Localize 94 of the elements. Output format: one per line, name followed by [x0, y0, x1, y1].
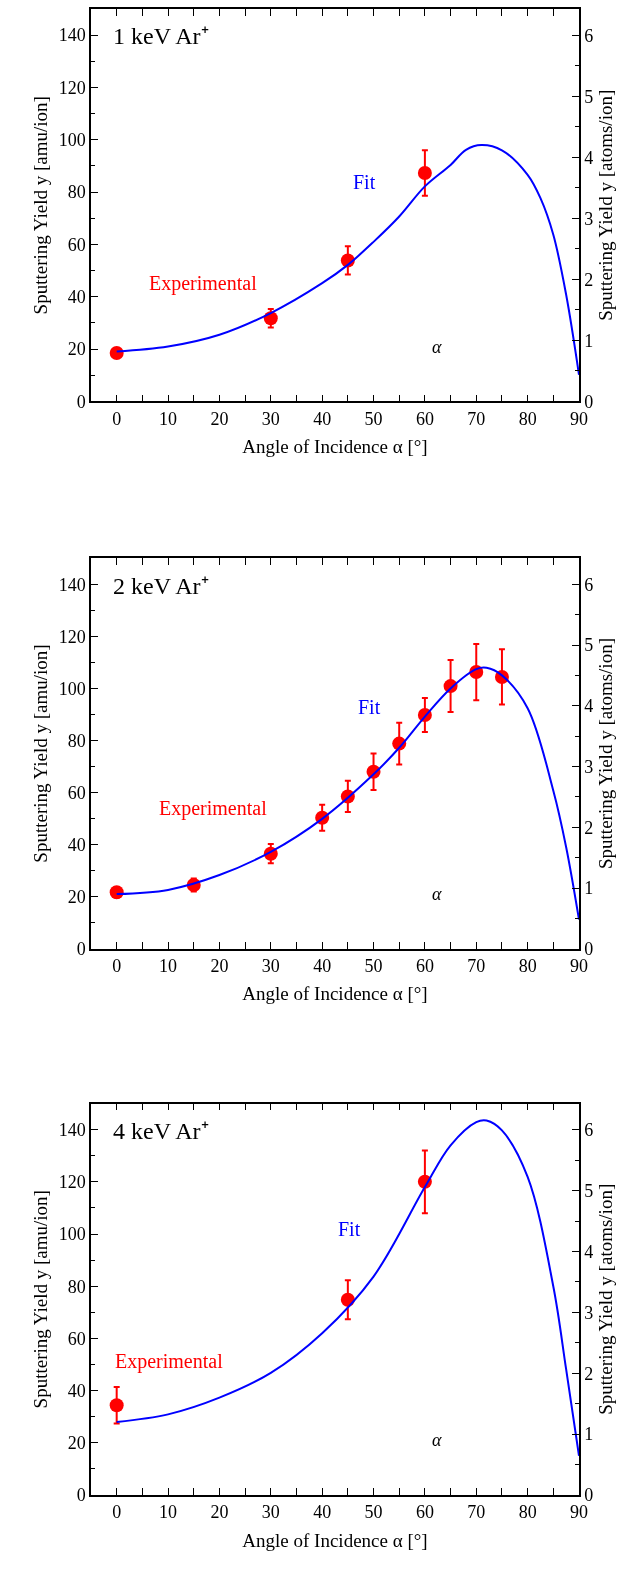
x-tick-label: 10 — [159, 408, 178, 429]
point — [109, 1398, 124, 1413]
y-tick-label: 40 — [67, 1380, 86, 1401]
y2-tick-label: 2 — [584, 269, 594, 290]
y2-tick-label: 6 — [584, 25, 594, 46]
x-tick-label: 80 — [518, 956, 537, 977]
point — [417, 166, 432, 181]
series-label: Experimental — [159, 797, 268, 820]
annotation: α — [432, 884, 442, 904]
y2-tick-label: 4 — [584, 696, 594, 717]
y2-axis-title: Sputtering Yield y [atoms/ion] — [594, 1183, 616, 1415]
y-tick-label: 60 — [67, 1328, 86, 1349]
x-tick-label: 70 — [467, 956, 486, 977]
y-tick-label: 40 — [67, 287, 86, 308]
y2-tick-label: 5 — [584, 1180, 594, 1201]
y2-tick-label: 2 — [584, 1363, 594, 1384]
y2-axis-title: Sputtering Yield y [atoms/ion] — [594, 638, 616, 869]
x-tick-label: 40 — [313, 1502, 332, 1523]
y2-tick-label: 3 — [584, 208, 594, 229]
x-tick-label: 20 — [210, 956, 229, 977]
y-tick-label: 100 — [58, 1224, 86, 1245]
x-tick-label: 50 — [364, 1502, 383, 1523]
x-tick-label: 0 — [112, 1502, 122, 1523]
y2-tick-label: 1 — [584, 1424, 594, 1445]
series-label: Fit — [353, 171, 376, 193]
x-tick-label: 60 — [415, 1502, 434, 1523]
y-tick-label: 20 — [67, 339, 86, 360]
text: 4 keV Ar⁺ — [113, 1118, 209, 1144]
y2-tick-label: 4 — [584, 1241, 594, 1262]
x-tick-label: 10 — [159, 1502, 178, 1523]
y2-tick-label: 1 — [584, 330, 594, 351]
x-tick-label: 20 — [210, 408, 229, 429]
y2-tick-label: 5 — [584, 86, 594, 107]
y-axis-title: Sputtering Yield y [amu/ion] — [30, 96, 51, 315]
y-tick-label: 40 — [67, 834, 86, 855]
line-series — [115, 1119, 579, 1457]
y-tick-label: 20 — [67, 886, 86, 907]
y-tick-label: 60 — [67, 782, 86, 803]
x-tick-label: 30 — [261, 956, 280, 977]
text: 1 keV Ar⁺ — [113, 23, 209, 49]
y-tick-label: 80 — [67, 1276, 86, 1297]
x-tick-label: 30 — [261, 1502, 280, 1523]
x-axis-title: Angle of Incidence α [°] — [242, 436, 428, 458]
x-tick-label: 60 — [415, 956, 434, 977]
y-tick-label: 80 — [67, 730, 86, 751]
y2-axis-title: Sputtering Yield y [atoms/ion] — [594, 89, 616, 321]
y-tick-label: 140 — [58, 1119, 86, 1140]
x-tick-label: 0 — [112, 408, 122, 429]
x-tick-label: 20 — [210, 1502, 229, 1523]
x-tick-label: 30 — [261, 408, 280, 429]
y-tick-label: 20 — [67, 1433, 86, 1454]
y2-tick-label: 3 — [584, 756, 594, 777]
x-tick-label: 80 — [518, 408, 537, 429]
y2-tick-label: 5 — [584, 635, 594, 656]
x-tick-label: 40 — [313, 956, 332, 977]
x-axis-title: Angle of Incidence α [°] — [242, 1529, 428, 1551]
y2-tick-label: 6 — [584, 1120, 594, 1141]
y-tick-label: 100 — [58, 130, 86, 151]
series-label: Experimental — [149, 272, 258, 295]
y-tick-label: 80 — [67, 182, 86, 203]
series-label: Experimental — [115, 1350, 224, 1373]
x-tick-label: 50 — [364, 408, 383, 429]
x-tick-label: 60 — [415, 408, 434, 429]
x-tick-label: 50 — [364, 956, 383, 977]
x-axis-title: Angle of Incidence α [°] — [242, 983, 428, 1005]
series-label: Fit — [358, 696, 381, 718]
x-tick-label: 80 — [518, 1502, 537, 1523]
y-tick-label: 100 — [58, 678, 86, 699]
y2-tick-label: 3 — [584, 1302, 594, 1323]
y2-tick-label: 2 — [584, 817, 594, 838]
x-tick-label: 70 — [467, 408, 486, 429]
y-axis-title: Sputtering Yield y [amu/ion] — [30, 644, 51, 863]
y-tick-label: 120 — [58, 77, 86, 98]
y-tick-label: 0 — [76, 1485, 86, 1506]
y-tick-label: 0 — [76, 391, 86, 412]
x-tick-label: 70 — [467, 1502, 486, 1523]
y-tick-label: 140 — [58, 574, 86, 595]
y-tick-label: 60 — [67, 234, 86, 255]
y-axis-title: Sputtering Yield y [amu/ion] — [30, 1190, 51, 1409]
point — [109, 346, 124, 361]
y-tick-label: 0 — [76, 939, 86, 960]
x-tick-label: 40 — [313, 408, 332, 429]
series-label: Fit — [338, 1218, 361, 1240]
x-tick-label: 0 — [112, 956, 122, 977]
y2-tick-label: 4 — [584, 147, 594, 168]
y-tick-label: 120 — [58, 1172, 86, 1193]
y2-tick-label: 1 — [584, 878, 594, 899]
y2-tick-label: 6 — [584, 574, 594, 595]
text: 2 keV Ar⁺ — [113, 573, 209, 599]
y-tick-label: 120 — [58, 626, 86, 647]
x-tick-label: 10 — [159, 956, 178, 977]
y-tick-label: 140 — [58, 25, 86, 46]
annotation: α — [432, 1430, 442, 1450]
annotation: α — [432, 337, 442, 357]
